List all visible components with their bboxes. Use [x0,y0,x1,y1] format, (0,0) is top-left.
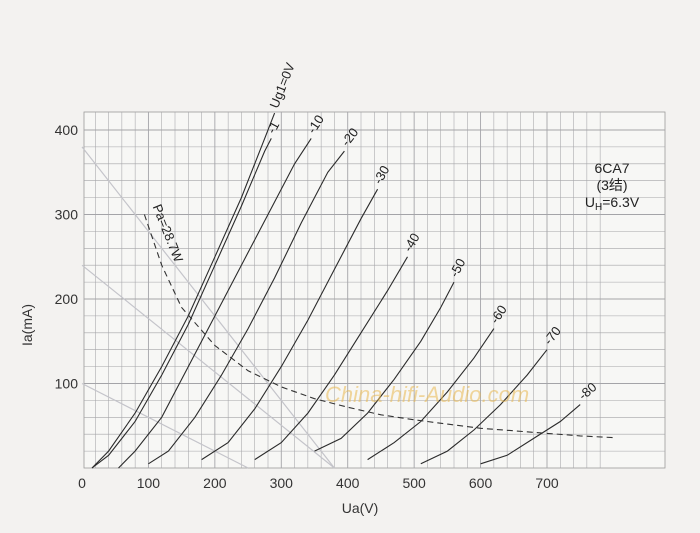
x-tick-label: 400 [336,475,360,491]
load-line [81,264,335,469]
load-lines [81,146,335,469]
load-line [81,146,335,469]
load-line [81,382,249,469]
y-tick-label: 200 [55,291,79,307]
x-tick-label: 100 [137,475,161,491]
plate-curve [118,138,312,469]
info-heater-voltage: UH=6.3V [585,194,640,213]
plate-curve [201,188,379,461]
plate-curve [148,150,345,465]
y-axis-title: Ia(mA) [19,304,35,346]
y-tick-label: 100 [55,376,79,392]
y-tick-label: 300 [55,207,79,223]
info-tube-type: 6CA7 [594,160,629,176]
y-tick-label: 400 [55,122,79,138]
x-tick-label: 500 [402,475,426,491]
plate-curve [367,328,495,461]
x-tick-label: 0 [78,475,86,491]
curve-label: Ug1=0V [266,60,297,110]
plate-curve [91,138,272,469]
x-tick-label: 600 [469,475,493,491]
plate-curve [314,281,455,452]
info-note: (3结) [596,177,627,193]
tube-info-box: 6CA7 (3结) UH=6.3V [585,160,640,213]
tick-labels: 0 100 200 300 400 500 600 700 100 200 300 400 [55,122,559,491]
dissipation-curve [143,214,614,439]
plate-curve [480,404,581,465]
x-tick-label: 300 [270,475,294,491]
x-axis-title: Ua(V) [342,500,379,516]
grid [83,111,666,469]
plate-curve [254,256,408,461]
plate-curve [420,349,548,465]
x-tick-label: 200 [203,475,227,491]
x-tick-label: 700 [535,475,559,491]
watermark: China-hifi-Audio.com [325,382,529,407]
